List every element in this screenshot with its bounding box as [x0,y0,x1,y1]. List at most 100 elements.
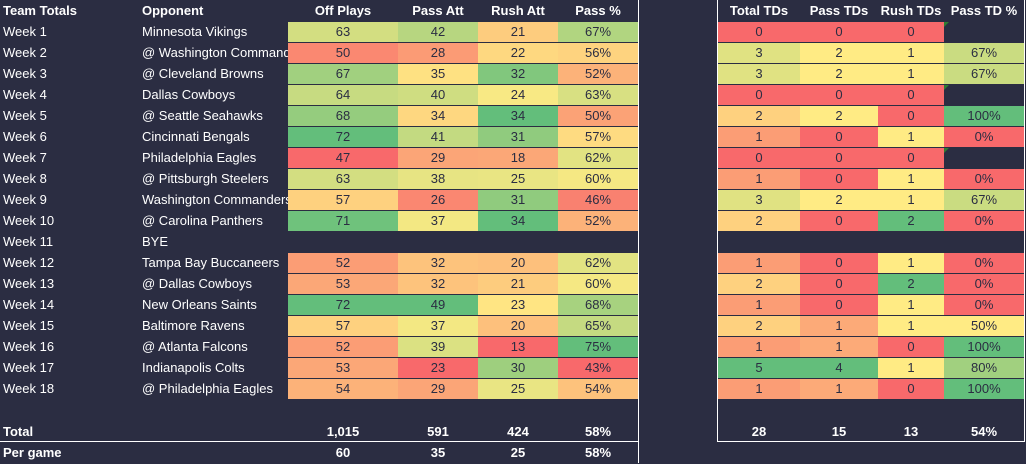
week-cell[interactable]: Week 18 [3,381,55,396]
rush-att-cell[interactable]: 20 [478,253,558,273]
pass-att-cell[interactable]: 32 [398,253,478,273]
total-tds-cell[interactable]: 2 [718,211,800,231]
opponent-cell[interactable]: @ Carolina Panthers [142,213,263,228]
opponent-cell[interactable]: New Orleans Saints [142,297,257,312]
totals-pass-td-pct[interactable]: 54% [970,424,998,439]
pass-tds-cell[interactable]: 0 [800,295,878,315]
pass-att-cell[interactable]: 23 [398,358,478,378]
rush-tds-cell[interactable]: 1 [878,43,944,63]
week-cell[interactable]: Week 4 [3,87,47,102]
rush-tds-cell[interactable]: 1 [878,169,944,189]
totals-rush-tds[interactable]: 13 [903,424,919,439]
opponent-cell[interactable]: Tampa Bay Buccaneers [142,255,280,270]
opponent-cell[interactable]: @ Washington Commanders [142,45,288,60]
rush-att-cell[interactable]: 20 [478,316,558,336]
rush-tds-cell[interactable]: 0 [878,85,944,105]
rush-tds-cell[interactable]: 0 [878,22,944,42]
pass-pct-cell[interactable]: 65% [558,316,638,336]
pass-pct-cell[interactable]: 46% [558,190,638,210]
rush-tds-cell[interactable]: 0 [878,148,944,168]
rush-att-cell[interactable]: 34 [478,211,558,231]
off-plays-cell[interactable]: 72 [288,127,398,147]
off-plays-cell[interactable]: 52 [288,253,398,273]
pass-td-pct-cell[interactable]: 0% [944,169,1024,189]
pass-tds-cell[interactable]: 2 [800,190,878,210]
week-cell[interactable]: Week 5 [3,108,47,123]
pass-att-cell[interactable]: 41 [398,127,478,147]
opponent-cell[interactable]: @ Pittsburgh Steelers [142,171,269,186]
pass-att-cell[interactable]: 29 [398,148,478,168]
pass-att-cell[interactable]: 26 [398,190,478,210]
pass-td-pct-cell[interactable]: 0% [944,295,1024,315]
pass-tds-cell[interactable]: 2 [800,64,878,84]
pass-pct-cell[interactable]: 62% [558,253,638,273]
pass-tds-cell[interactable]: 0 [800,253,878,273]
off-plays-cell[interactable]: 64 [288,85,398,105]
total-tds-cell[interactable]: 0 [718,22,800,42]
rush-att-cell[interactable]: 30 [478,358,558,378]
pass-td-pct-cell[interactable]: 67% [944,43,1024,63]
per-game-rush-att[interactable]: 25 [510,445,526,460]
rush-att-cell[interactable]: 23 [478,295,558,315]
pass-pct-cell[interactable]: 52% [558,211,638,231]
off-plays-cell[interactable]: 52 [288,337,398,357]
pass-tds-cell[interactable]: 0 [800,127,878,147]
rush-att-cell[interactable]: 25 [478,379,558,399]
pass-tds-cell[interactable]: 0 [800,211,878,231]
opponent-cell[interactable]: @ Dallas Cowboys [142,276,253,291]
week-cell[interactable]: Week 3 [3,66,47,81]
off-plays-cell[interactable]: 53 [288,274,398,294]
off-plays-cell[interactable]: 71 [288,211,398,231]
header-pass-tds[interactable]: Pass TDs [809,3,869,18]
week-cell[interactable]: Week 8 [3,171,47,186]
rush-tds-cell[interactable]: 2 [878,211,944,231]
pass-att-cell[interactable]: 37 [398,316,478,336]
pass-td-pct-cell[interactable]: 100% [944,106,1024,126]
rush-tds-cell[interactable]: 1 [878,295,944,315]
totals-pass-pct[interactable]: 58% [584,424,612,439]
total-tds-cell[interactable]: 1 [718,253,800,273]
header-opponent[interactable]: Opponent [142,3,204,18]
pass-td-pct-cell[interactable]: 0% [944,127,1024,147]
rush-att-cell[interactable]: 21 [478,274,558,294]
pass-pct-cell[interactable]: 75% [558,337,638,357]
pass-pct-cell[interactable]: 62% [558,148,638,168]
off-plays-cell[interactable]: 57 [288,316,398,336]
total-tds-cell[interactable]: 1 [718,169,800,189]
week-cell[interactable]: Week 6 [3,129,47,144]
total-tds-cell[interactable]: 1 [718,127,800,147]
pass-pct-cell[interactable]: 60% [558,274,638,294]
total-tds-cell[interactable]: 1 [718,295,800,315]
pass-att-cell[interactable]: 49 [398,295,478,315]
week-cell[interactable]: Week 10 [3,213,55,228]
week-cell[interactable]: Week 2 [3,45,47,60]
totals-pass-att[interactable]: 591 [427,424,449,439]
pass-att-cell[interactable]: 39 [398,337,478,357]
total-tds-cell[interactable]: 0 [718,148,800,168]
opponent-cell[interactable]: @ Seattle Seahawks [142,108,263,123]
pass-pct-cell[interactable]: 50% [558,106,638,126]
pass-att-cell[interactable]: 35 [398,64,478,84]
total-tds-cell[interactable]: 2 [718,106,800,126]
rush-tds-cell[interactable]: 1 [878,190,944,210]
header-total-tds[interactable]: Total TDs [729,3,789,18]
pass-pct-cell[interactable]: 67% [558,22,638,42]
pass-att-cell[interactable]: 28 [398,43,478,63]
rush-att-cell[interactable]: 18 [478,148,558,168]
total-tds-cell[interactable]: 3 [718,43,800,63]
pass-att-cell[interactable]: 34 [398,106,478,126]
pass-td-pct-cell[interactable]: 0% [944,253,1024,273]
week-cell[interactable]: Week 11 [3,234,54,249]
pass-tds-cell[interactable]: 0 [800,148,878,168]
header-rush-att[interactable]: Rush Att [491,3,545,18]
opponent-cell[interactable]: Philadelphia Eagles [142,150,257,165]
pass-pct-cell[interactable]: 43% [558,358,638,378]
pass-pct-cell[interactable]: 54% [558,379,638,399]
pass-tds-cell[interactable]: 1 [800,337,878,357]
pass-td-pct-cell[interactable] [944,22,1024,42]
opponent-cell[interactable]: Baltimore Ravens [142,318,245,333]
pass-att-cell[interactable]: 32 [398,274,478,294]
pass-tds-cell[interactable]: 1 [800,379,878,399]
rush-att-cell[interactable]: 13 [478,337,558,357]
totals-rush-att[interactable]: 424 [507,424,529,439]
